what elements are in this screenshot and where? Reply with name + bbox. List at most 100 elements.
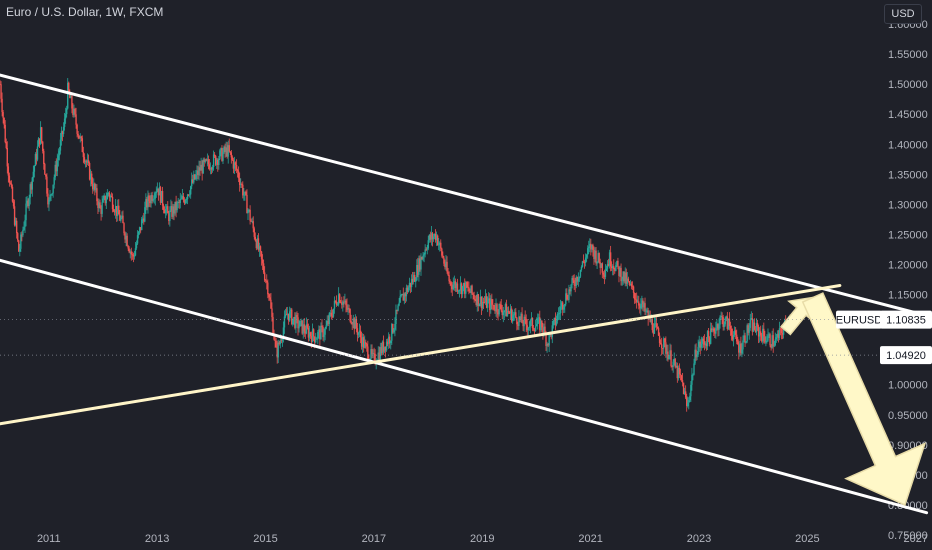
candle-body xyxy=(607,264,610,266)
candle-body xyxy=(657,328,660,336)
candle-body xyxy=(458,290,461,292)
candle-body xyxy=(759,331,762,336)
x-tick-label: 2021 xyxy=(578,533,602,545)
candle-body xyxy=(621,279,623,282)
candle-body xyxy=(678,367,681,375)
candle-body xyxy=(656,326,659,329)
candle-body xyxy=(148,195,150,202)
candle-body xyxy=(559,306,562,314)
candle-body xyxy=(565,293,567,304)
candle-body xyxy=(360,337,363,347)
candle-body xyxy=(484,296,487,303)
candle-body xyxy=(679,374,682,376)
candle-body xyxy=(733,330,736,335)
candle-body xyxy=(663,338,665,349)
candle-body xyxy=(651,319,654,331)
candle-body xyxy=(601,263,603,273)
candle-body xyxy=(175,201,177,211)
candle-body xyxy=(60,131,63,140)
candle-body xyxy=(758,331,761,337)
candle-body xyxy=(535,324,538,327)
candle-body xyxy=(210,168,213,170)
y-tick-label: 1.25000 xyxy=(888,229,928,241)
candle-body xyxy=(516,317,518,325)
candle-body xyxy=(296,315,298,318)
candle-body xyxy=(592,244,594,250)
candle-body xyxy=(519,316,521,320)
candle-body xyxy=(523,316,525,327)
candle-body xyxy=(194,174,196,179)
candle-body xyxy=(58,150,61,156)
candle-body xyxy=(373,353,375,354)
candle-body xyxy=(386,341,389,345)
candle-body xyxy=(558,313,561,314)
candle-body xyxy=(137,231,140,236)
candle-body xyxy=(324,328,326,335)
candle-body xyxy=(184,199,187,204)
candle-body xyxy=(310,335,313,342)
candle-body xyxy=(579,269,582,277)
candle-body xyxy=(677,367,680,379)
candle-body xyxy=(366,344,368,347)
candle-body xyxy=(272,317,274,335)
candle-body xyxy=(454,281,457,288)
candle-body xyxy=(511,315,514,322)
candle-body xyxy=(573,280,575,285)
candle-body xyxy=(311,329,314,342)
candle-body xyxy=(778,328,781,338)
candle-body xyxy=(98,202,100,209)
candle-body xyxy=(431,233,434,240)
candle-body xyxy=(110,195,113,197)
candle-body xyxy=(540,320,542,331)
candle-body xyxy=(212,154,215,168)
candle-body xyxy=(242,184,244,196)
currency-button[interactable]: USD xyxy=(884,4,922,24)
candle-body xyxy=(507,311,510,313)
candle-body xyxy=(193,174,195,183)
candle-body xyxy=(195,174,197,179)
candle-body xyxy=(183,199,186,204)
candle-body xyxy=(713,328,715,332)
candle-body xyxy=(706,331,709,347)
candle-body xyxy=(202,159,204,174)
candle-body xyxy=(128,248,130,253)
candle-body xyxy=(74,109,76,115)
candle-body xyxy=(567,299,569,300)
candle-body xyxy=(394,323,396,330)
candle-body xyxy=(723,324,725,327)
candle-body xyxy=(48,199,50,205)
candle-body xyxy=(421,256,423,260)
candle-body xyxy=(282,327,285,339)
candle-body xyxy=(624,272,626,282)
candle-body xyxy=(278,342,280,344)
candle-body xyxy=(65,108,68,115)
candle-body xyxy=(460,283,463,295)
candle-body xyxy=(754,329,757,333)
candle-body xyxy=(297,317,299,329)
candle-body xyxy=(323,334,325,338)
candle-body xyxy=(422,255,424,260)
candle-body xyxy=(69,91,71,99)
candle-body xyxy=(499,303,501,305)
x-tick-label: 2025 xyxy=(795,533,819,545)
candle-body xyxy=(306,324,309,328)
candle-body xyxy=(1,98,3,113)
candle-body xyxy=(494,309,496,312)
candle-body xyxy=(416,264,418,281)
candle-body xyxy=(560,302,563,307)
candle-body xyxy=(766,340,768,342)
price-tag-value: 1.04920 xyxy=(886,350,926,362)
candle-body xyxy=(265,280,267,282)
candle-body xyxy=(53,177,55,185)
candle-body xyxy=(177,202,179,203)
candle-body xyxy=(562,302,564,310)
candle-body xyxy=(625,272,627,284)
candle-body xyxy=(277,342,279,358)
candle-body xyxy=(196,170,198,175)
candle-body xyxy=(309,332,312,336)
candle-body xyxy=(707,331,710,338)
candle-body xyxy=(634,299,637,301)
x-tick-label: 2023 xyxy=(687,533,711,545)
candle-body xyxy=(680,375,683,381)
